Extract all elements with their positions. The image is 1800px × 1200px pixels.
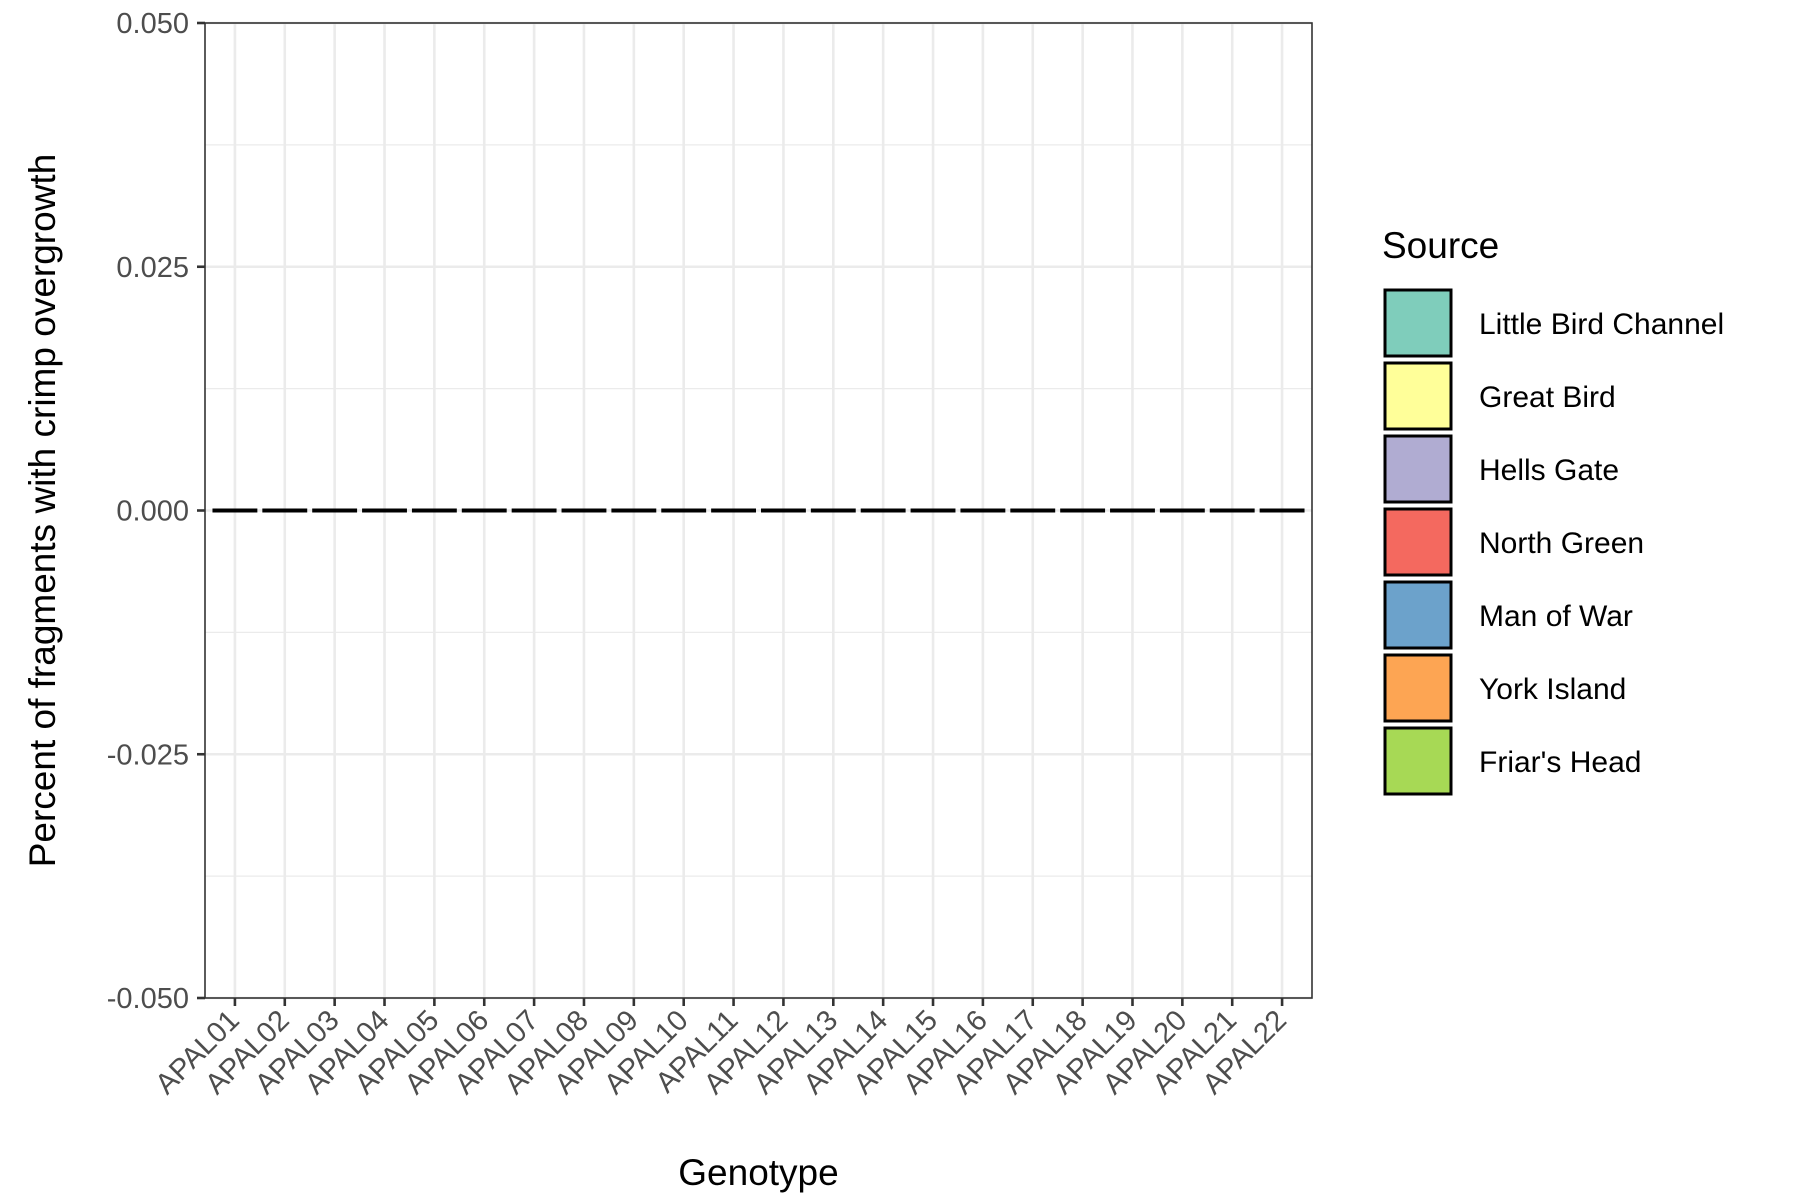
legend-label: Little Bird Channel bbox=[1479, 308, 1724, 341]
legend-label: Man of War bbox=[1479, 600, 1633, 633]
legend-label: Friar's Head bbox=[1479, 746, 1641, 779]
legend-label: York Island bbox=[1479, 673, 1626, 706]
legend-key bbox=[1383, 653, 1453, 723]
y-tick-label: 0.050 bbox=[116, 8, 189, 40]
legend-key bbox=[1383, 361, 1453, 431]
y-tick-label: 0.000 bbox=[116, 496, 189, 528]
x-axis-title: Genotype bbox=[678, 1152, 838, 1193]
legend-label: Hells Gate bbox=[1479, 454, 1619, 487]
legend-key bbox=[1383, 580, 1453, 650]
legend-key bbox=[1383, 726, 1453, 796]
x-axis: APAL01APAL02APAL03APAL04APAL05APAL06APAL… bbox=[150, 998, 1293, 1101]
legend: Source Little Bird Channel Great Bird Hell… bbox=[1382, 225, 1724, 796]
legend-label: Great Bird bbox=[1479, 381, 1616, 414]
y-axis: -0.050 -0.025 0.000 0.025 0.050 bbox=[107, 8, 205, 1015]
legend-key bbox=[1383, 507, 1453, 577]
legend-label: North Green bbox=[1479, 527, 1644, 560]
y-tick-label: 0.025 bbox=[116, 252, 189, 284]
legend-title: Source bbox=[1382, 225, 1499, 266]
legend-key bbox=[1383, 288, 1453, 358]
y-axis-title: Percent of fragments with crimp overgrow… bbox=[22, 154, 63, 868]
y-tick-label: -0.025 bbox=[107, 739, 189, 771]
legend-key bbox=[1383, 434, 1453, 504]
y-tick-label: -0.050 bbox=[107, 983, 189, 1015]
